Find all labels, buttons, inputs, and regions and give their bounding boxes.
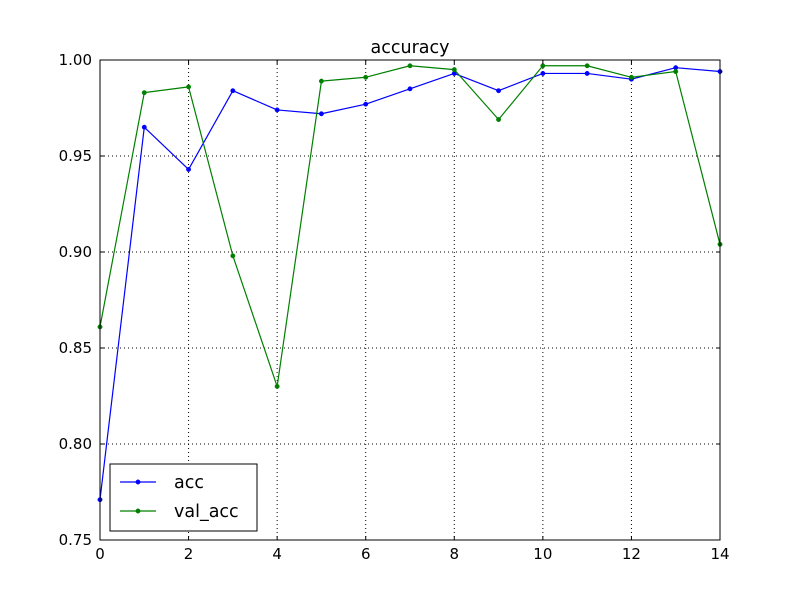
data-point-val_acc (230, 253, 236, 259)
data-point-acc (540, 70, 546, 76)
y-tick-label: 0.85 (59, 339, 92, 357)
data-point-val_acc (451, 67, 457, 73)
data-point-val_acc (540, 63, 546, 69)
data-point-acc (407, 86, 413, 92)
data-point-val_acc (318, 78, 324, 84)
y-tick-label: 0.95 (59, 147, 92, 165)
data-point-val_acc (673, 69, 679, 74)
data-point-acc (186, 166, 192, 172)
data-point-val_acc (363, 74, 369, 80)
y-tick-label: 0.90 (59, 243, 92, 261)
axis-ticks: 0 2 4 6 8 10 12 14 0.75 0.80 0.85 0.90 0.95 1.00 (59, 51, 730, 563)
x-tick-label: 4 (272, 545, 282, 563)
legend-marker-acc (135, 479, 141, 485)
chart-title: accuracy (371, 38, 450, 58)
plot-frame (99, 59, 721, 541)
data-point-val_acc (407, 63, 413, 69)
data-point-acc (318, 111, 324, 117)
x-tick-label: 6 (361, 545, 371, 563)
y-tick-label: 0.75 (59, 531, 92, 549)
legend-label-val_acc: val_acc (174, 502, 239, 522)
x-tick-label: 12 (622, 545, 641, 563)
legend-box (109, 463, 258, 532)
x-tick-label: 0 (95, 545, 105, 563)
data-point-val_acc (496, 117, 502, 122)
legend-label-acc: acc (174, 473, 204, 493)
x-tick-label: 10 (533, 545, 552, 563)
data-point-acc (363, 101, 369, 107)
series-lines (97, 63, 723, 503)
data-point-acc (496, 88, 502, 94)
x-tick-label: 8 (450, 545, 460, 563)
data-point-acc (141, 124, 147, 130)
legend: acc val_acc (109, 463, 258, 532)
data-point-acc (274, 107, 280, 113)
data-point-val_acc (628, 74, 634, 80)
y-tick-label: 0.80 (59, 435, 92, 453)
legend-marker-val_acc (135, 508, 141, 514)
data-point-acc (584, 70, 590, 76)
plot-area (100, 60, 720, 540)
data-point-acc (230, 88, 236, 94)
data-point-val_acc (584, 63, 590, 69)
x-tick-label: 2 (184, 545, 194, 563)
grid-lines (100, 60, 720, 540)
data-point-val_acc (274, 383, 280, 389)
data-point-val_acc (186, 84, 192, 90)
x-tick-label: 14 (710, 545, 729, 563)
data-point-val_acc (141, 90, 147, 96)
y-tick-label: 1.00 (59, 51, 92, 69)
